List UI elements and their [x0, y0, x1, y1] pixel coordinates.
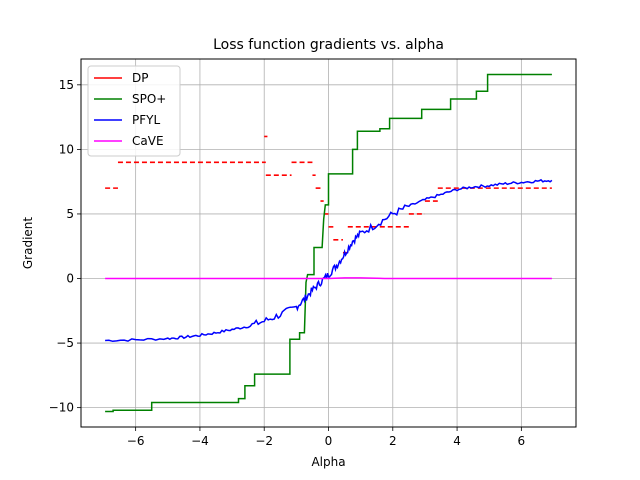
legend-box — [87, 65, 181, 157]
x-axis-label: Alpha — [311, 455, 345, 469]
tick-layer: −6 −4 −2 0 2 4 6 −10 −5 0 5 10 15 — [49, 78, 526, 448]
x-tick-label: 4 — [453, 434, 461, 448]
y-axis-label: Gradient — [21, 217, 35, 270]
series-dp — [105, 135, 552, 254]
legend-label-pfyl: PFYL — [132, 113, 160, 127]
series-layer — [105, 73, 553, 413]
y-tick-label: −10 — [49, 401, 74, 415]
x-tick-label: −4 — [191, 434, 209, 448]
x-tick-label: 0 — [325, 434, 333, 448]
x-tick-label: 2 — [389, 434, 397, 448]
x-tick-label: 6 — [518, 434, 526, 448]
series-cave — [105, 277, 552, 280]
y-tick-label: 15 — [59, 78, 74, 92]
y-tick-label: 5 — [66, 207, 74, 221]
y-tick-label: −5 — [56, 336, 74, 350]
y-tick-label: 0 — [66, 272, 74, 286]
legend: DP SPO+ PFYL CaVE — [87, 65, 181, 157]
series-pfyl — [105, 178, 553, 343]
legend-label-spo-: SPO+ — [132, 92, 166, 106]
x-tick-label: −6 — [127, 434, 145, 448]
series-spo- — [105, 73, 552, 413]
legend-label-dp: DP — [132, 71, 148, 85]
x-tick-label: −2 — [255, 434, 273, 448]
legend-label-cave: CaVE — [132, 134, 164, 148]
chart-title: Loss function gradients vs. alpha — [213, 37, 444, 53]
y-tick-label: 10 — [59, 142, 74, 156]
